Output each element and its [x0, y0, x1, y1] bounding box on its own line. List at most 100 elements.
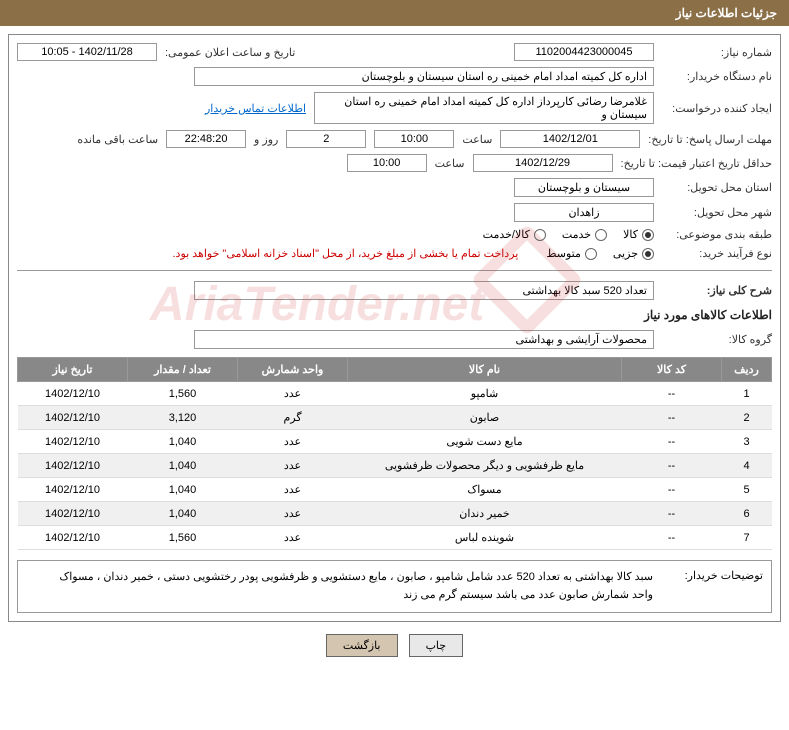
radio-goods[interactable]: کالا: [623, 228, 654, 241]
table-cell: 1,040: [128, 502, 238, 526]
th-qty: تعداد / مقدار: [128, 358, 238, 382]
table-cell: 2: [722, 406, 772, 430]
table-cell: 4: [722, 454, 772, 478]
th-name: نام کالا: [348, 358, 622, 382]
announce-label: تاریخ و ساعت اعلان عمومی:: [165, 46, 295, 59]
table-cell: 1402/12/10: [18, 454, 128, 478]
requester-label: ایجاد کننده درخواست:: [662, 102, 772, 115]
table-cell: --: [622, 454, 722, 478]
table-cell: 1,040: [128, 454, 238, 478]
th-code: کد کالا: [622, 358, 722, 382]
validity-label: حداقل تاریخ اعتبار قیمت: تا تاریخ:: [621, 157, 772, 170]
radio-medium-label: متوسط: [546, 247, 581, 260]
city-field: زاهدان: [514, 203, 654, 222]
print-button[interactable]: چاپ: [409, 634, 464, 657]
table-cell: مایع دست شویی: [348, 430, 622, 454]
buyer-org-field: اداره کل کمیته امداد امام خمینی ره استان…: [194, 67, 654, 86]
time-label-1: ساعت: [462, 133, 492, 146]
table-cell: صابون: [348, 406, 622, 430]
requester-field: غلامرضا رضائی کارپرداز اداره کل کمیته ام…: [314, 92, 654, 124]
deadline-date-field: 1402/12/01: [500, 130, 640, 148]
table-cell: --: [622, 502, 722, 526]
deadline-time-field: 10:00: [374, 130, 454, 148]
table-row: 5--مسواکعدد1,0401402/12/10: [18, 478, 772, 502]
desc-field: تعداد 520 سبد کالا بهداشتی: [194, 281, 654, 300]
table-cell: 1402/12/10: [18, 382, 128, 406]
radio-partial[interactable]: جزیی: [613, 247, 654, 260]
radio-service-label: خدمت: [562, 228, 591, 241]
need-number-label: شماره نیاز:: [662, 46, 772, 59]
items-section-title: اطلاعات کالاهای مورد نیاز: [17, 308, 772, 322]
days-label: روز و: [254, 133, 278, 146]
table-cell: 3: [722, 430, 772, 454]
announce-field: 1402/11/28 - 10:05: [17, 43, 157, 61]
buyer-org-label: نام دستگاه خریدار:: [662, 70, 772, 83]
process-radio-group: جزیی متوسط: [546, 247, 654, 260]
radio-service[interactable]: خدمت: [562, 228, 607, 241]
page-header: جزئیات اطلاعات نیاز: [0, 0, 789, 26]
table-cell: مسواک: [348, 478, 622, 502]
table-cell: عدد: [238, 382, 348, 406]
radio-service-circle: [595, 229, 607, 241]
validity-time-field: 10:00: [347, 154, 427, 172]
category-label: طبقه بندی موضوعی:: [662, 228, 772, 241]
buyer-contact-link[interactable]: اطلاعات تماس خریدار: [205, 102, 306, 115]
payment-note: پرداخت تمام یا بخشی از مبلغ خرید، از محل…: [173, 247, 519, 260]
table-cell: مایع ظرفشویی و دیگر محصولات ظرفشویی: [348, 454, 622, 478]
table-cell: عدد: [238, 478, 348, 502]
table-cell: --: [622, 430, 722, 454]
desc-label: شرح کلی نیاز:: [662, 284, 772, 297]
group-label: گروه کالا:: [662, 333, 772, 346]
radio-goods-label: کالا: [623, 228, 638, 241]
buyer-notes-box: توضیحات خریدار: سبد کالا بهداشتی به تعدا…: [17, 560, 772, 613]
radio-goods-circle: [642, 229, 654, 241]
radio-both[interactable]: کالا/خدمت: [483, 228, 546, 241]
table-cell: عدد: [238, 454, 348, 478]
days-field: 2: [286, 130, 366, 148]
th-unit: واحد شمارش: [238, 358, 348, 382]
th-date: تاریخ نیاز: [18, 358, 128, 382]
remaining-time-field: 22:48:20: [166, 130, 246, 148]
table-cell: خمیر دندان: [348, 502, 622, 526]
back-button[interactable]: بازگشت: [326, 634, 398, 657]
page-title: جزئیات اطلاعات نیاز: [676, 6, 777, 20]
note-text: سبد کالا بهداشتی به تعداد 520 عدد شامل ش…: [59, 569, 653, 604]
group-field: محصولات آرایشی و بهداشتی: [194, 330, 654, 349]
table-cell: 1402/12/10: [18, 430, 128, 454]
province-field: سیستان و بلوچستان: [514, 178, 654, 197]
table-row: 6--خمیر دندانعدد1,0401402/12/10: [18, 502, 772, 526]
deadline-label: مهلت ارسال پاسخ: تا تاریخ:: [648, 133, 772, 146]
table-cell: عدد: [238, 502, 348, 526]
table-cell: --: [622, 382, 722, 406]
table-row: 4--مایع ظرفشویی و دیگر محصولات ظرفشوییعد…: [18, 454, 772, 478]
table-cell: 1402/12/10: [18, 478, 128, 502]
table-cell: --: [622, 526, 722, 550]
table-cell: 1: [722, 382, 772, 406]
table-row: 1--شامپوعدد1,5601402/12/10: [18, 382, 772, 406]
table-cell: 1,040: [128, 478, 238, 502]
table-cell: 5: [722, 478, 772, 502]
table-cell: 7: [722, 526, 772, 550]
province-label: استان محل تحویل:: [662, 181, 772, 194]
table-cell: 1,560: [128, 382, 238, 406]
radio-medium[interactable]: متوسط: [546, 247, 597, 260]
table-cell: عدد: [238, 430, 348, 454]
divider-1: [17, 270, 772, 271]
table-row: 3--مایع دست شوییعدد1,0401402/12/10: [18, 430, 772, 454]
note-line-2: واحد شمارش صابون عدد می باشد سیستم گرم م…: [59, 587, 653, 605]
table-row: 7--شوینده لباسعدد1,5601402/12/10: [18, 526, 772, 550]
radio-both-label: کالا/خدمت: [483, 228, 530, 241]
table-header-row: ردیف کد کالا نام کالا واحد شمارش تعداد /…: [18, 358, 772, 382]
radio-partial-label: جزیی: [613, 247, 638, 260]
process-type-label: نوع فرآیند خرید:: [662, 247, 772, 260]
items-table: ردیف کد کالا نام کالا واحد شمارش تعداد /…: [17, 357, 772, 550]
table-cell: شامپو: [348, 382, 622, 406]
table-cell: --: [622, 478, 722, 502]
table-cell: 6: [722, 502, 772, 526]
table-cell: 3,120: [128, 406, 238, 430]
table-cell: شوینده لباس: [348, 526, 622, 550]
table-cell: عدد: [238, 526, 348, 550]
note-line-1: سبد کالا بهداشتی به تعداد 520 عدد شامل ش…: [59, 569, 653, 587]
note-label: توضیحات خریدار:: [653, 569, 763, 604]
validity-date-field: 1402/12/29: [473, 154, 613, 172]
